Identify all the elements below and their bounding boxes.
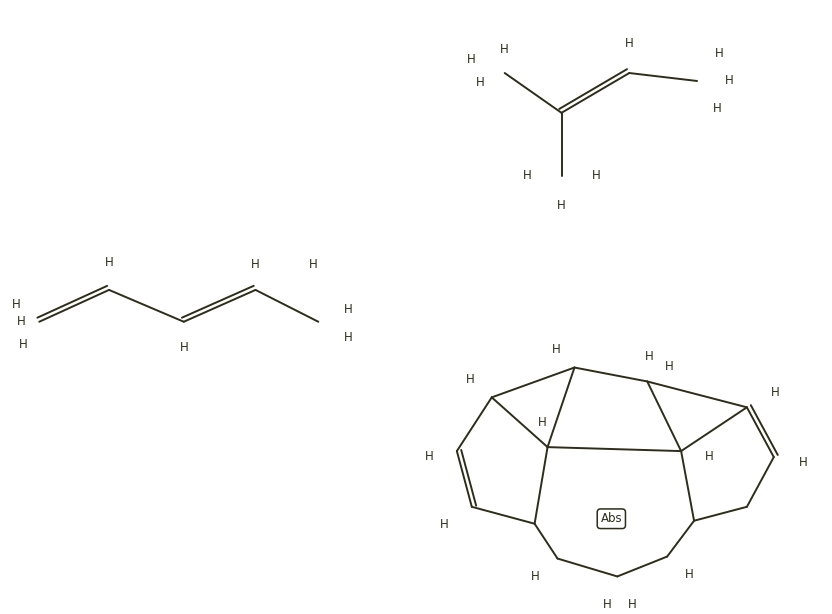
- Text: H: H: [625, 37, 634, 50]
- Text: H: H: [713, 103, 721, 115]
- Text: H: H: [424, 449, 433, 462]
- Text: H: H: [715, 47, 723, 60]
- Text: H: H: [725, 74, 733, 87]
- Text: H: H: [467, 53, 475, 66]
- Text: H: H: [538, 416, 547, 429]
- Text: H: H: [531, 570, 540, 583]
- Text: H: H: [17, 315, 26, 328]
- Text: H: H: [552, 343, 561, 356]
- Text: H: H: [12, 298, 21, 311]
- Text: H: H: [685, 568, 693, 581]
- Text: H: H: [800, 456, 808, 468]
- Text: H: H: [251, 257, 260, 271]
- Text: H: H: [628, 598, 636, 611]
- Text: H: H: [344, 303, 353, 316]
- Text: H: H: [475, 77, 484, 90]
- Text: H: H: [500, 42, 509, 56]
- Text: H: H: [344, 331, 353, 344]
- Text: H: H: [665, 360, 674, 373]
- Text: H: H: [465, 373, 474, 386]
- Text: H: H: [705, 449, 713, 462]
- Text: H: H: [592, 169, 601, 182]
- Text: H: H: [557, 199, 566, 212]
- Text: H: H: [19, 338, 27, 351]
- Text: Abs: Abs: [601, 512, 622, 525]
- Text: H: H: [309, 257, 318, 271]
- Text: H: H: [439, 518, 448, 531]
- Text: H: H: [523, 169, 532, 182]
- Text: H: H: [770, 386, 780, 399]
- Text: H: H: [603, 598, 612, 611]
- Text: H: H: [180, 341, 188, 354]
- Text: H: H: [105, 255, 113, 268]
- Text: H: H: [645, 350, 654, 363]
